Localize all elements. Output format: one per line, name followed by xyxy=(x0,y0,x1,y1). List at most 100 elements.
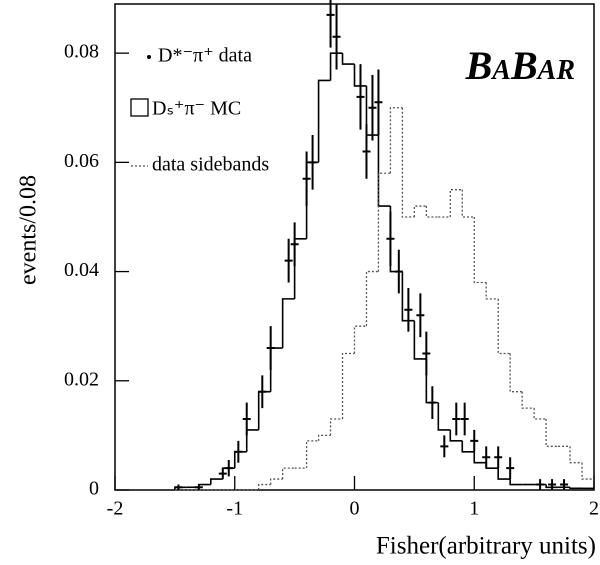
data-point xyxy=(234,440,243,463)
histogram-bin xyxy=(449,429,463,442)
legend-marker xyxy=(130,98,149,117)
histogram-bin xyxy=(413,205,427,217)
histogram-bin xyxy=(233,450,247,469)
histogram-bin xyxy=(473,216,487,284)
histogram-bin xyxy=(377,135,391,207)
histogram-bin xyxy=(497,298,511,355)
histogram-bin xyxy=(317,434,331,441)
data-point xyxy=(194,484,203,490)
y-tick-label: 0.08 xyxy=(64,41,99,63)
histogram-bin xyxy=(437,402,451,431)
data-point xyxy=(266,326,275,370)
y-tick-label: 0.02 xyxy=(64,368,99,390)
data-point xyxy=(422,331,431,376)
histogram-bin xyxy=(282,467,295,480)
histogram-bin xyxy=(341,53,355,65)
data-point xyxy=(332,4,341,70)
data-point xyxy=(356,64,365,130)
histogram-bin xyxy=(569,487,583,490)
histogram-bin xyxy=(521,391,535,409)
histogram-bin xyxy=(485,462,499,469)
histogram-bin xyxy=(401,271,415,322)
data-point xyxy=(290,222,299,267)
histogram-bin xyxy=(281,298,295,349)
histogram-bin xyxy=(581,462,594,480)
histogram-bin xyxy=(317,79,331,163)
histogram-bin xyxy=(461,440,475,453)
histogram-bin xyxy=(365,270,379,327)
data-point xyxy=(494,446,503,469)
histogram-bin xyxy=(569,446,583,464)
histogram-bin xyxy=(353,325,367,354)
histogram-bin xyxy=(257,390,271,430)
x-tick-label: 1 xyxy=(469,498,479,520)
data-point xyxy=(326,0,335,48)
data-point xyxy=(386,211,395,267)
data-point xyxy=(242,402,251,436)
x-tick-label: -2 xyxy=(107,498,124,520)
y-tick-label: 0.06 xyxy=(64,150,99,172)
histogram-bin xyxy=(545,419,559,447)
histogram-bin xyxy=(258,483,271,490)
data-point xyxy=(368,74,377,141)
histogram-bin xyxy=(389,107,403,174)
data-point xyxy=(548,479,557,490)
data-point xyxy=(394,249,403,294)
x-tick-label: 0 xyxy=(350,498,360,520)
histogram-bin xyxy=(341,352,355,420)
data-point xyxy=(440,435,449,458)
histogram-bin xyxy=(509,353,523,393)
histogram-bin xyxy=(329,418,343,436)
histogram-bin xyxy=(401,107,415,218)
data-point xyxy=(560,479,569,490)
histogram-bin xyxy=(461,189,475,218)
data-point xyxy=(482,446,491,469)
histogram-bin xyxy=(329,52,343,81)
legend-label: D*⁻π⁺ data xyxy=(158,45,252,67)
data-point xyxy=(284,238,293,283)
x-tick-label: -1 xyxy=(226,498,243,520)
data-point xyxy=(428,386,437,420)
data-point xyxy=(224,459,233,477)
histogram-bin xyxy=(245,429,259,452)
histogram-bin xyxy=(305,440,319,469)
histogram-bin xyxy=(533,408,547,420)
data-point xyxy=(374,69,383,136)
data-point xyxy=(258,375,267,409)
histogram-bin xyxy=(509,479,523,486)
histogram-bin xyxy=(545,484,559,489)
x-axis-label: Fisher(arbitrary units) xyxy=(376,533,596,560)
data-point xyxy=(460,402,469,436)
y-tick-label: 0 xyxy=(89,478,99,500)
data-point xyxy=(302,151,311,207)
histogram-bin xyxy=(425,206,439,218)
data-point xyxy=(218,468,227,480)
histogram-bin xyxy=(270,478,283,485)
data-point xyxy=(362,124,371,179)
histogram-bin xyxy=(210,478,223,485)
histogram-bin xyxy=(449,189,463,217)
data-point xyxy=(470,429,479,452)
legend-marker xyxy=(147,55,151,59)
data-point xyxy=(308,135,317,190)
y-tick-label: 0.04 xyxy=(64,259,99,281)
data-point xyxy=(174,484,183,490)
histogram-bin xyxy=(473,451,487,464)
histogram-bin xyxy=(497,468,511,480)
data-point xyxy=(416,293,425,338)
histogram-bin xyxy=(269,347,283,392)
histogram-bin xyxy=(485,282,499,300)
logo: BaBar xyxy=(465,43,575,88)
legend-label: data sidebands xyxy=(152,154,269,176)
data-point xyxy=(404,287,413,332)
legend-label: Dₛ⁺π⁻ MC xyxy=(152,98,241,120)
histogram-bin xyxy=(353,64,367,87)
data-point xyxy=(506,457,515,480)
histogram-bin xyxy=(377,172,391,272)
data-point xyxy=(536,479,545,490)
y-axis-label: events/0.08 xyxy=(16,175,42,285)
data-point xyxy=(452,402,461,436)
x-tick-label: 2 xyxy=(589,498,599,520)
